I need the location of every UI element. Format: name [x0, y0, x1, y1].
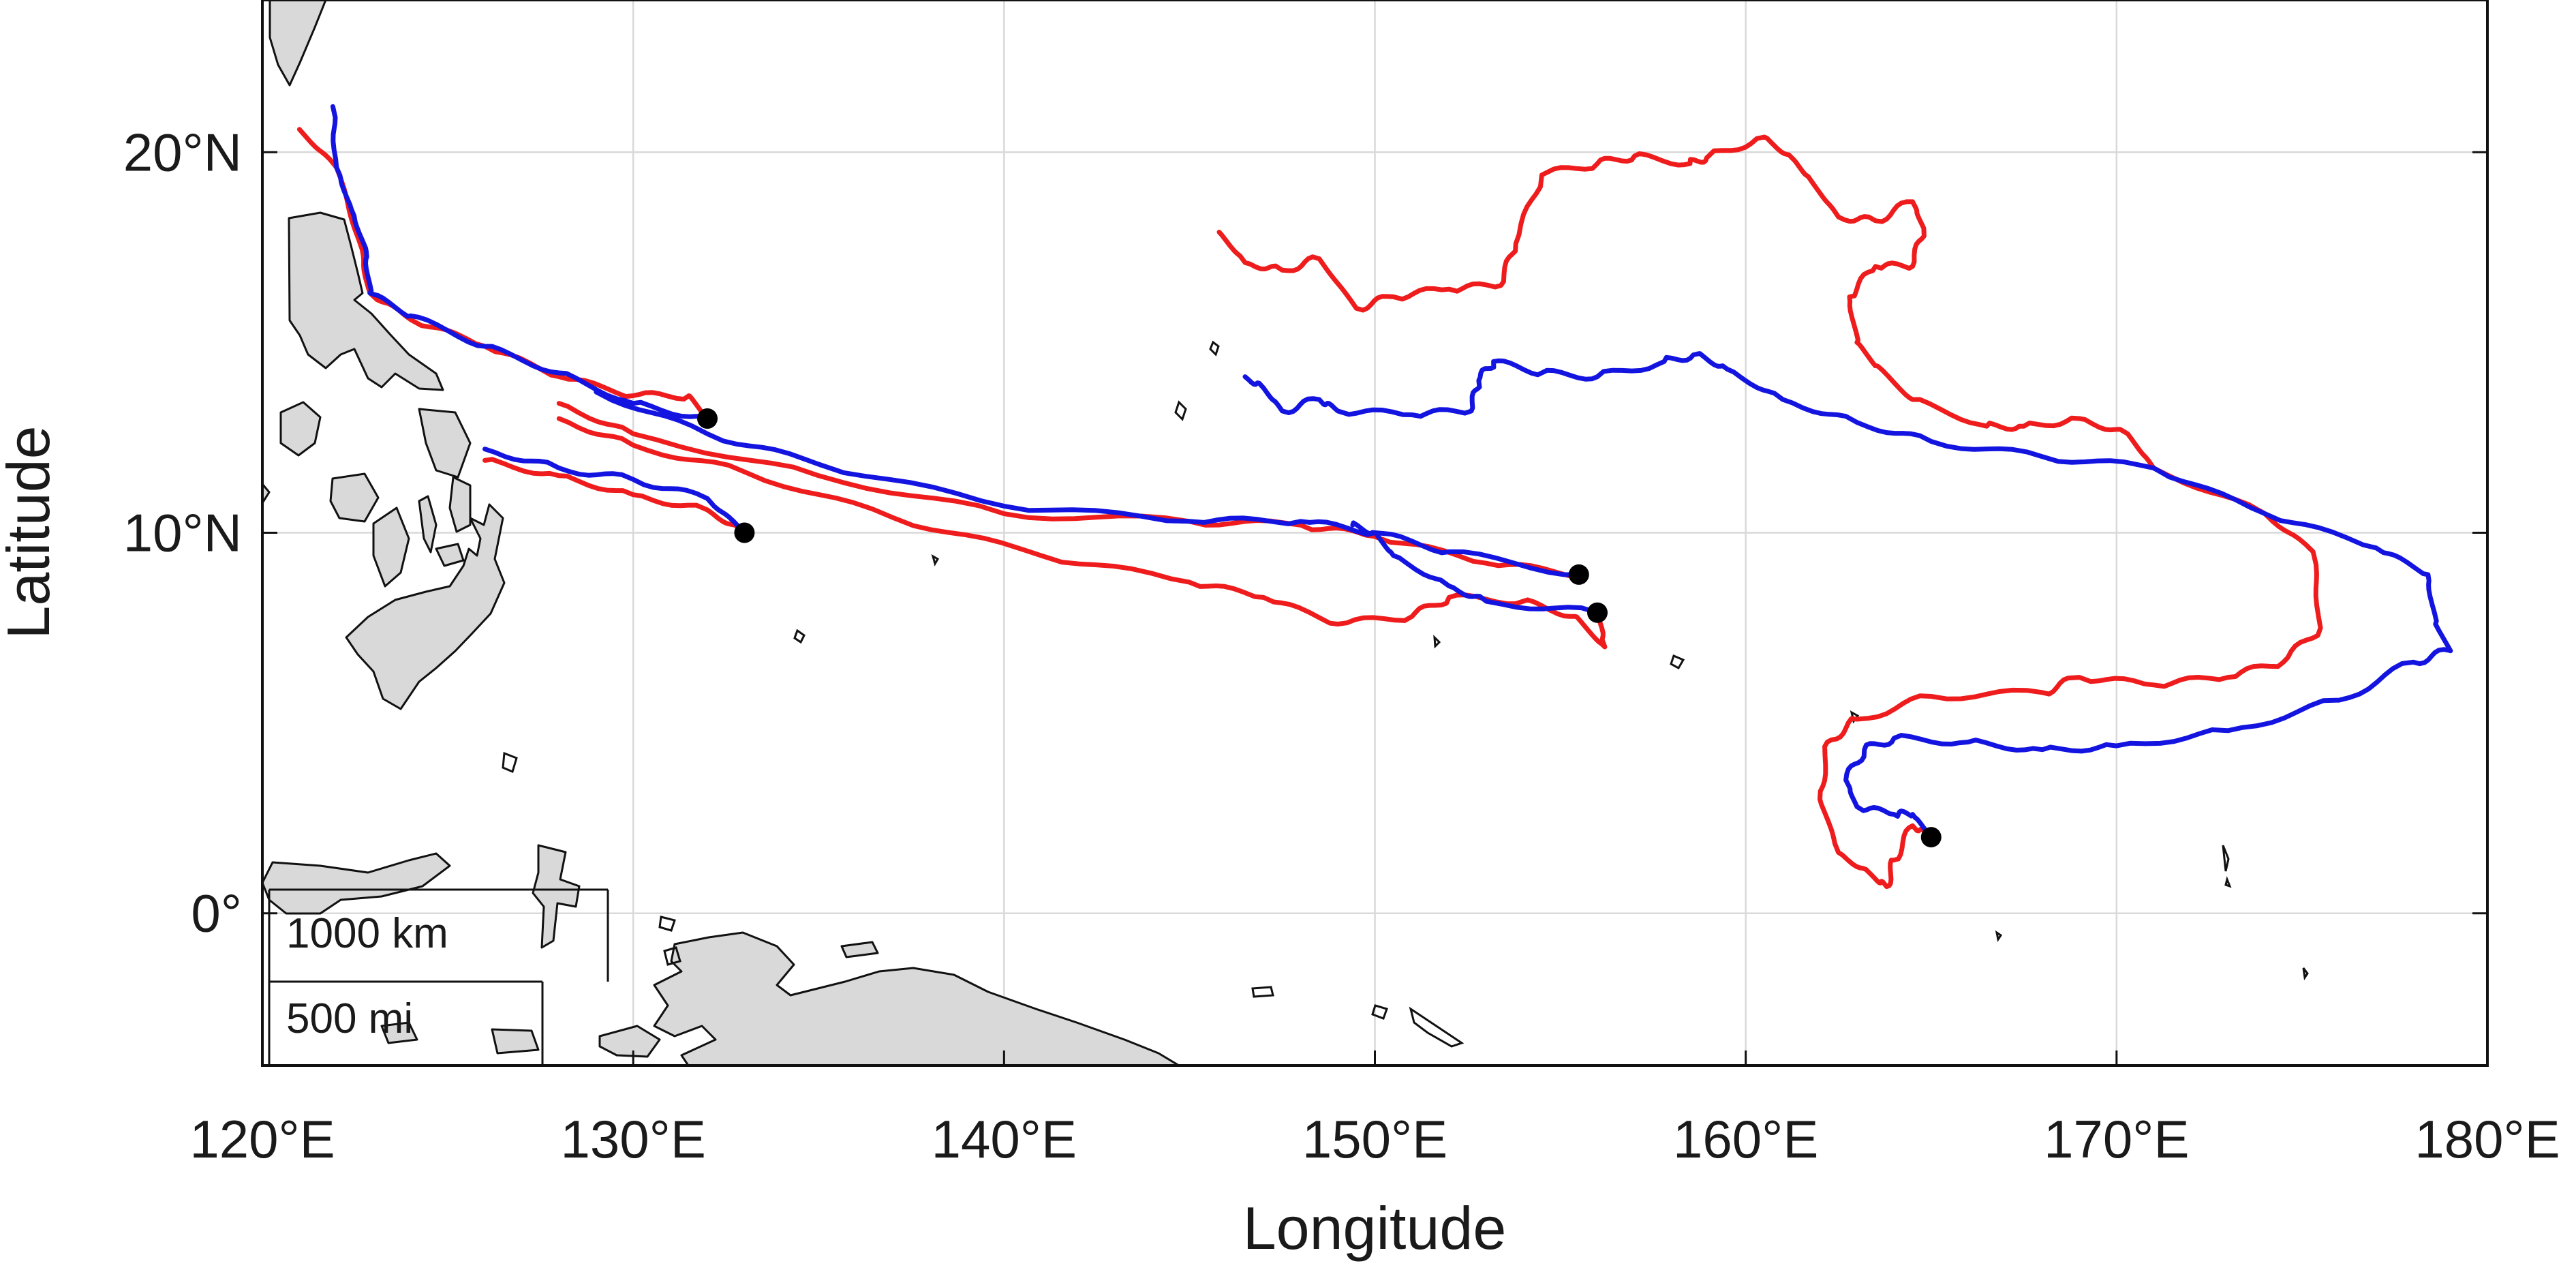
- x-axis-label: Longitude: [1243, 1194, 1507, 1262]
- y-tick-label: 10°N: [123, 503, 242, 563]
- landmass-cebu: [418, 495, 438, 554]
- landmass-taiwan: [269, 0, 327, 87]
- islet-guam: [1174, 400, 1187, 421]
- islet-ulithi: [931, 554, 940, 566]
- blue-drifter-track: [1350, 520, 1600, 616]
- landmass-bohol: [435, 543, 465, 567]
- x-axis-ticks: 120°E 130°E 140°E 150°E 160°E 170°E 180°E: [189, 1050, 2560, 1169]
- islet-yap: [793, 629, 806, 644]
- islet-chuuk: [1433, 635, 1441, 649]
- scale-bar-mi-label: 500 mi: [286, 995, 413, 1042]
- release-point-marker: [734, 522, 755, 543]
- landmass-sulawesi: [262, 852, 451, 915]
- x-tick-label: 150°E: [1302, 1109, 1447, 1169]
- red-drifter-track: [482, 457, 747, 535]
- landmass-buru: [380, 1021, 418, 1044]
- release-point-marker: [1920, 827, 1942, 848]
- x-tick-label: 120°E: [189, 1109, 335, 1169]
- landmass-palawan: [262, 483, 271, 504]
- islet-pohnpei: [1670, 654, 1685, 670]
- blue-drifter-track: [482, 447, 747, 535]
- landmass-mindanao: [345, 503, 506, 710]
- red-drifter-track: [1216, 134, 2323, 890]
- landmass-negros: [372, 507, 410, 588]
- islet-nauru: [1995, 930, 2003, 942]
- drifter-tracks: [296, 104, 2453, 890]
- release-point-marker: [1587, 602, 1608, 623]
- red-drifter-track: [556, 416, 1608, 650]
- landmass-biak: [840, 941, 879, 958]
- y-axis-label: Latitude: [0, 425, 62, 639]
- islet-kiribati: [2302, 967, 2309, 981]
- release-points: [697, 408, 1942, 848]
- release-point-marker: [697, 408, 718, 429]
- islet-palau: [502, 751, 518, 774]
- y-tick-label: 20°N: [123, 122, 242, 182]
- landmass-leyte: [448, 476, 472, 533]
- islet-new-ireland: [1409, 1006, 1465, 1048]
- islet-bougainville: [1371, 1004, 1388, 1020]
- release-point-marker: [1568, 564, 1589, 585]
- landmass-panay: [329, 472, 380, 523]
- islet-sangihe: [658, 916, 676, 932]
- landmass-samar: [418, 408, 472, 479]
- x-tick-label: 130°E: [560, 1109, 705, 1169]
- x-tick-label: 160°E: [1673, 1109, 1818, 1169]
- land-layer: [262, 0, 2309, 1065]
- islet-saipan: [1209, 340, 1220, 357]
- scale-bar: 1000 km 500 mi: [268, 888, 609, 1065]
- scale-bar-km-label: 1000 km: [286, 910, 448, 957]
- y-axis-ticks: 0° 10°N 20°N: [123, 122, 2487, 943]
- landmass-seram: [491, 1028, 540, 1055]
- blue-drifter-track: [594, 389, 1582, 577]
- y-tick-label: 0°: [191, 883, 242, 943]
- landmass-mindoro: [279, 401, 322, 457]
- x-tick-label: 170°E: [2044, 1109, 2189, 1169]
- islet-majuro: [2224, 876, 2232, 888]
- landmass-new-guinea: [653, 931, 1180, 1065]
- islet-tarawa: [2222, 845, 2230, 872]
- landmass-luzon: [288, 211, 444, 391]
- x-tick-label: 140°E: [932, 1109, 1077, 1169]
- blue-drifter-track: [1242, 351, 2453, 840]
- islet-morotai: [663, 946, 681, 966]
- islet-manus: [1251, 986, 1274, 998]
- landmass-bird-head: [598, 1025, 661, 1058]
- x-tick-label: 180°E: [2414, 1109, 2560, 1169]
